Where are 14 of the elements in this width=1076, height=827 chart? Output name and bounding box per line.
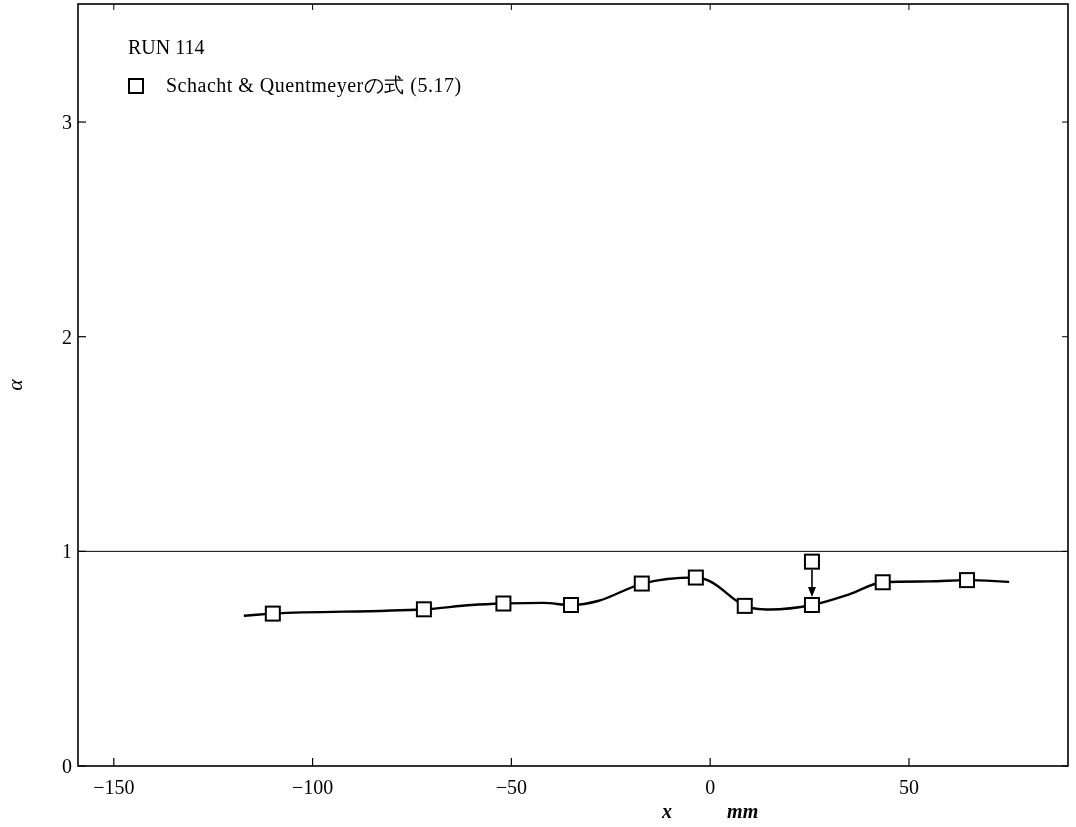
x-tick-label: 0	[705, 776, 716, 798]
y-tick-label: 3	[62, 111, 72, 134]
x-tick-label: 50	[898, 776, 919, 798]
legend-label: Schacht & Quentmeyerの式 (5.17)	[166, 74, 462, 97]
legend: RUN 114 Schacht & Quentmeyerの式 (5.17)	[128, 36, 462, 96]
x-tick-label: −150	[93, 776, 135, 798]
y-tick-label: 1	[62, 540, 72, 563]
y-tick-label: 0	[62, 755, 72, 777]
x-tick-label: −100	[291, 776, 334, 798]
y-axis-title: α	[2, 378, 27, 391]
x-tick-label: −50	[495, 776, 528, 798]
y-tick-label: 2	[62, 325, 72, 348]
legend-title: RUN 114	[128, 36, 205, 58]
x-axis-title: x mm	[661, 800, 759, 822]
